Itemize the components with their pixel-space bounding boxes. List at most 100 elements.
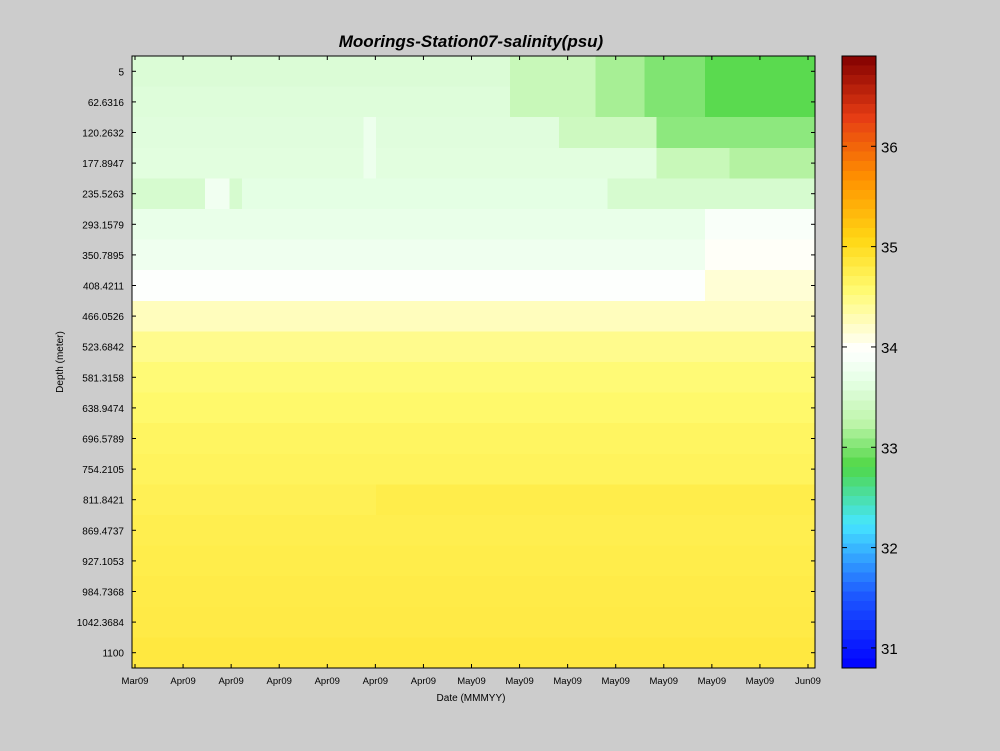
heatmap-cell (558, 56, 572, 88)
heatmap-cell (253, 637, 267, 669)
heatmap-cell (363, 209, 377, 241)
heatmap-cell (278, 56, 292, 88)
heatmap-cell (522, 117, 536, 149)
heatmap-cell (656, 484, 670, 516)
heatmap-cell (705, 239, 719, 271)
heatmap-cell (388, 576, 401, 608)
heatmap-cell (229, 637, 243, 669)
heatmap-cell (400, 56, 414, 88)
heatmap-cell (290, 545, 304, 577)
heatmap-cell (656, 239, 670, 271)
colorbar-band (842, 237, 876, 248)
heatmap-cell (400, 453, 414, 485)
heatmap-cell (766, 209, 780, 241)
heatmap-cell (266, 606, 279, 638)
colorbar-band (842, 266, 876, 277)
colorbar-band (842, 342, 876, 354)
heatmap-cells (132, 56, 816, 669)
heatmap-cell (302, 270, 316, 302)
heatmap-cell (436, 147, 450, 179)
heatmap-cell (485, 637, 499, 669)
heatmap-cell (705, 392, 719, 424)
heatmap-cell (168, 453, 182, 485)
heatmap-cell (595, 515, 609, 547)
colorbar-band (842, 122, 876, 134)
heatmap-cell (351, 484, 365, 516)
heatmap-cell (144, 86, 157, 118)
heatmap-cell (144, 270, 157, 302)
heatmap-cell (619, 117, 633, 149)
heatmap-cell (632, 576, 645, 608)
heatmap-cell (278, 178, 292, 210)
heatmap-cell (619, 453, 633, 485)
heatmap-cell (461, 270, 475, 302)
heatmap-cell (290, 270, 304, 302)
heatmap-cell (693, 453, 706, 485)
heatmap-cell (253, 117, 267, 149)
heatmap-cell (400, 178, 414, 210)
heatmap-cell (546, 637, 560, 669)
heatmap-cell (522, 576, 536, 608)
heatmap-cell (436, 606, 450, 638)
heatmap-cell (717, 515, 731, 547)
heatmap-cell (302, 545, 316, 577)
heatmap-cell (522, 423, 536, 455)
x-tick-label: May09 (650, 676, 679, 687)
heatmap-cell (766, 637, 780, 669)
heatmap-cell (156, 392, 170, 424)
heatmap-cell (741, 637, 755, 669)
heatmap-cell (412, 209, 426, 241)
heatmap-cell (217, 331, 231, 363)
heatmap-cell (473, 117, 487, 149)
heatmap-cell (619, 209, 633, 241)
heatmap-cell (754, 331, 767, 363)
heatmap-cell (339, 362, 353, 394)
colorbar-band (842, 505, 876, 516)
heatmap-cell (534, 147, 548, 179)
heatmap-cell (132, 423, 145, 455)
heatmap-cell (607, 576, 621, 608)
heatmap-cell (180, 300, 194, 332)
heatmap-cell (619, 300, 633, 332)
heatmap-cell (534, 576, 548, 608)
heatmap-cell (241, 86, 255, 118)
heatmap-cell (668, 209, 682, 241)
heatmap-cell (546, 484, 560, 516)
heatmap-cell (510, 300, 523, 332)
heatmap-cell (229, 209, 243, 241)
heatmap-cell (497, 117, 511, 149)
heatmap-cell (705, 515, 719, 547)
heatmap-cell (241, 545, 255, 577)
heatmap-cell (571, 178, 584, 210)
heatmap-cell (717, 270, 731, 302)
heatmap-cell (229, 362, 243, 394)
heatmap-cell (619, 239, 633, 271)
heatmap-cell (180, 515, 194, 547)
heatmap-cell (546, 423, 560, 455)
heatmap-cell (583, 453, 597, 485)
heatmap-cell (680, 300, 694, 332)
heatmap-cell (802, 331, 816, 363)
heatmap-cell (192, 209, 206, 241)
heatmap-cell (717, 86, 731, 118)
heatmap-cell (571, 606, 584, 638)
heatmap-cell (729, 331, 743, 363)
heatmap-cell (241, 147, 255, 179)
heatmap-cell (680, 423, 694, 455)
heatmap-cell (778, 209, 792, 241)
heatmap-cell (290, 637, 304, 669)
colorbar-band (842, 323, 876, 334)
heatmap-cell (473, 606, 487, 638)
heatmap-cell (778, 300, 792, 332)
heatmap-cell (375, 239, 389, 271)
heatmap-cell (632, 545, 645, 577)
heatmap-cell (192, 392, 206, 424)
heatmap-cell (717, 300, 731, 332)
heatmap-cell (436, 239, 450, 271)
heatmap-cell (558, 178, 572, 210)
heatmap-cell (436, 56, 450, 88)
heatmap-cell (156, 453, 170, 485)
heatmap-cell (583, 545, 597, 577)
heatmap-cell (497, 606, 511, 638)
heatmap-cell (132, 484, 145, 516)
